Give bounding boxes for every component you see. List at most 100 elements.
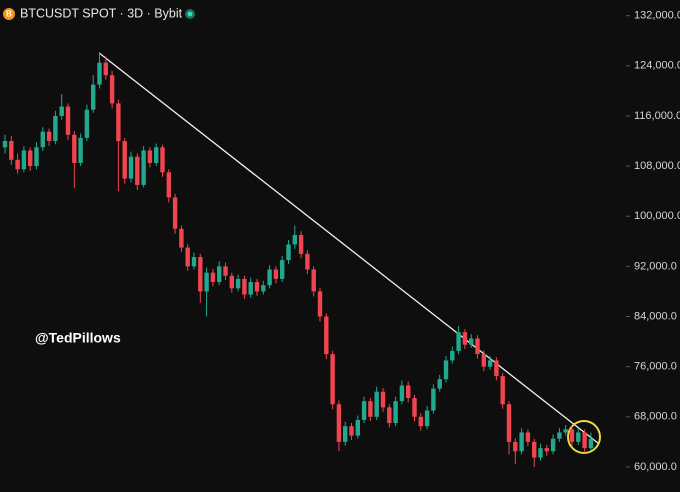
candle-body bbox=[109, 75, 115, 104]
candle-body bbox=[550, 438, 556, 452]
candle-body bbox=[97, 62, 102, 85]
candle-body bbox=[305, 253, 310, 270]
candle-body bbox=[525, 432, 531, 442]
chart-title: BTCUSDT SPOT · 3D · Bybit bbox=[20, 6, 183, 20]
candle-body bbox=[65, 106, 71, 135]
candle-body bbox=[494, 360, 499, 377]
candle-body bbox=[141, 150, 146, 185]
coin-icon-letter: B bbox=[6, 10, 12, 19]
candle-body bbox=[557, 432, 562, 439]
candle-body bbox=[500, 376, 505, 405]
candle-body bbox=[267, 269, 272, 286]
candle-body bbox=[582, 432, 587, 449]
y-tick-label: 116,000.0 bbox=[634, 110, 680, 122]
candle-body bbox=[198, 256, 203, 292]
candle-body bbox=[40, 131, 45, 148]
candle-body bbox=[217, 266, 222, 283]
candle-body bbox=[368, 401, 373, 417]
candle-body bbox=[317, 291, 323, 317]
y-tick-label: 108,000.0 bbox=[634, 160, 680, 172]
candle-body bbox=[2, 141, 8, 148]
candle-body bbox=[349, 426, 354, 436]
candle-body bbox=[475, 338, 480, 355]
y-tick-label: 124,000.0 bbox=[634, 60, 680, 72]
candle-body bbox=[9, 141, 14, 160]
candle-body bbox=[210, 272, 216, 283]
candle-body bbox=[412, 397, 417, 417]
candle-body bbox=[336, 404, 342, 442]
candle-body bbox=[431, 388, 436, 411]
candle-body bbox=[324, 316, 329, 355]
candle-body bbox=[166, 172, 171, 198]
candle-body bbox=[569, 429, 575, 442]
candle-body bbox=[78, 137, 83, 163]
candle-body bbox=[443, 360, 449, 380]
y-tick-label: 92,000.0 bbox=[634, 260, 677, 272]
candle-body bbox=[235, 278, 241, 289]
candle-body bbox=[380, 391, 386, 408]
candle-body bbox=[160, 147, 165, 173]
candle-body bbox=[191, 256, 197, 267]
candle-body bbox=[34, 147, 39, 167]
candle-body bbox=[387, 407, 392, 424]
candle-body bbox=[462, 332, 468, 345]
candle-body bbox=[248, 282, 253, 295]
candle-body bbox=[544, 448, 549, 452]
candle-body bbox=[588, 438, 594, 449]
candle-body bbox=[179, 228, 184, 248]
candle-body bbox=[53, 115, 58, 142]
candle-body bbox=[450, 350, 455, 361]
candle-body bbox=[487, 360, 493, 367]
watermark: @TedPillows bbox=[35, 330, 121, 346]
coin-icon bbox=[3, 8, 15, 20]
candle-body bbox=[103, 62, 108, 76]
candle-body bbox=[261, 285, 266, 292]
candle-body bbox=[46, 131, 52, 142]
candle-body bbox=[229, 275, 234, 289]
candle-body bbox=[84, 109, 90, 138]
candle-body bbox=[204, 272, 209, 292]
y-tick-label: 132,000.0 bbox=[634, 10, 680, 22]
candle-body bbox=[374, 391, 379, 417]
y-tick-label: 76,000.0 bbox=[634, 361, 677, 373]
candle-body bbox=[292, 235, 297, 245]
candle-body bbox=[254, 282, 260, 292]
candle-body bbox=[273, 269, 279, 279]
candle-body bbox=[393, 401, 398, 424]
candle-body bbox=[519, 432, 524, 452]
candle-body bbox=[154, 147, 159, 163]
y-tick-label: 68,000.0 bbox=[634, 411, 677, 423]
candle-body bbox=[355, 419, 360, 436]
candle-body bbox=[532, 441, 537, 458]
candle-body bbox=[311, 269, 316, 292]
candle-body bbox=[343, 426, 348, 442]
candle-body bbox=[28, 150, 33, 167]
candle-body bbox=[506, 404, 512, 442]
candle-body bbox=[59, 106, 64, 116]
candle-body bbox=[172, 197, 178, 229]
candle-body bbox=[135, 156, 140, 185]
candle-body bbox=[437, 379, 442, 389]
candle-body bbox=[481, 354, 486, 367]
candle-body bbox=[298, 235, 304, 254]
highlight-circle bbox=[567, 420, 601, 454]
candle-body bbox=[147, 150, 153, 163]
candle-body bbox=[330, 354, 335, 405]
candle-body bbox=[15, 159, 20, 170]
candle-body bbox=[91, 84, 96, 110]
candle-body bbox=[128, 156, 134, 179]
candle-body bbox=[116, 103, 121, 142]
candle-body bbox=[72, 134, 77, 163]
candle-body bbox=[538, 448, 543, 458]
candle-body bbox=[361, 401, 367, 420]
candle-body bbox=[280, 260, 285, 279]
candle-body bbox=[424, 410, 430, 427]
candle-body bbox=[469, 338, 474, 345]
y-tick-label: 100,000.0 bbox=[634, 210, 680, 222]
candle-body bbox=[223, 266, 228, 276]
candle-body bbox=[399, 385, 405, 402]
trendline bbox=[99, 52, 599, 444]
candle-body bbox=[21, 150, 27, 170]
candle-body bbox=[576, 432, 581, 442]
